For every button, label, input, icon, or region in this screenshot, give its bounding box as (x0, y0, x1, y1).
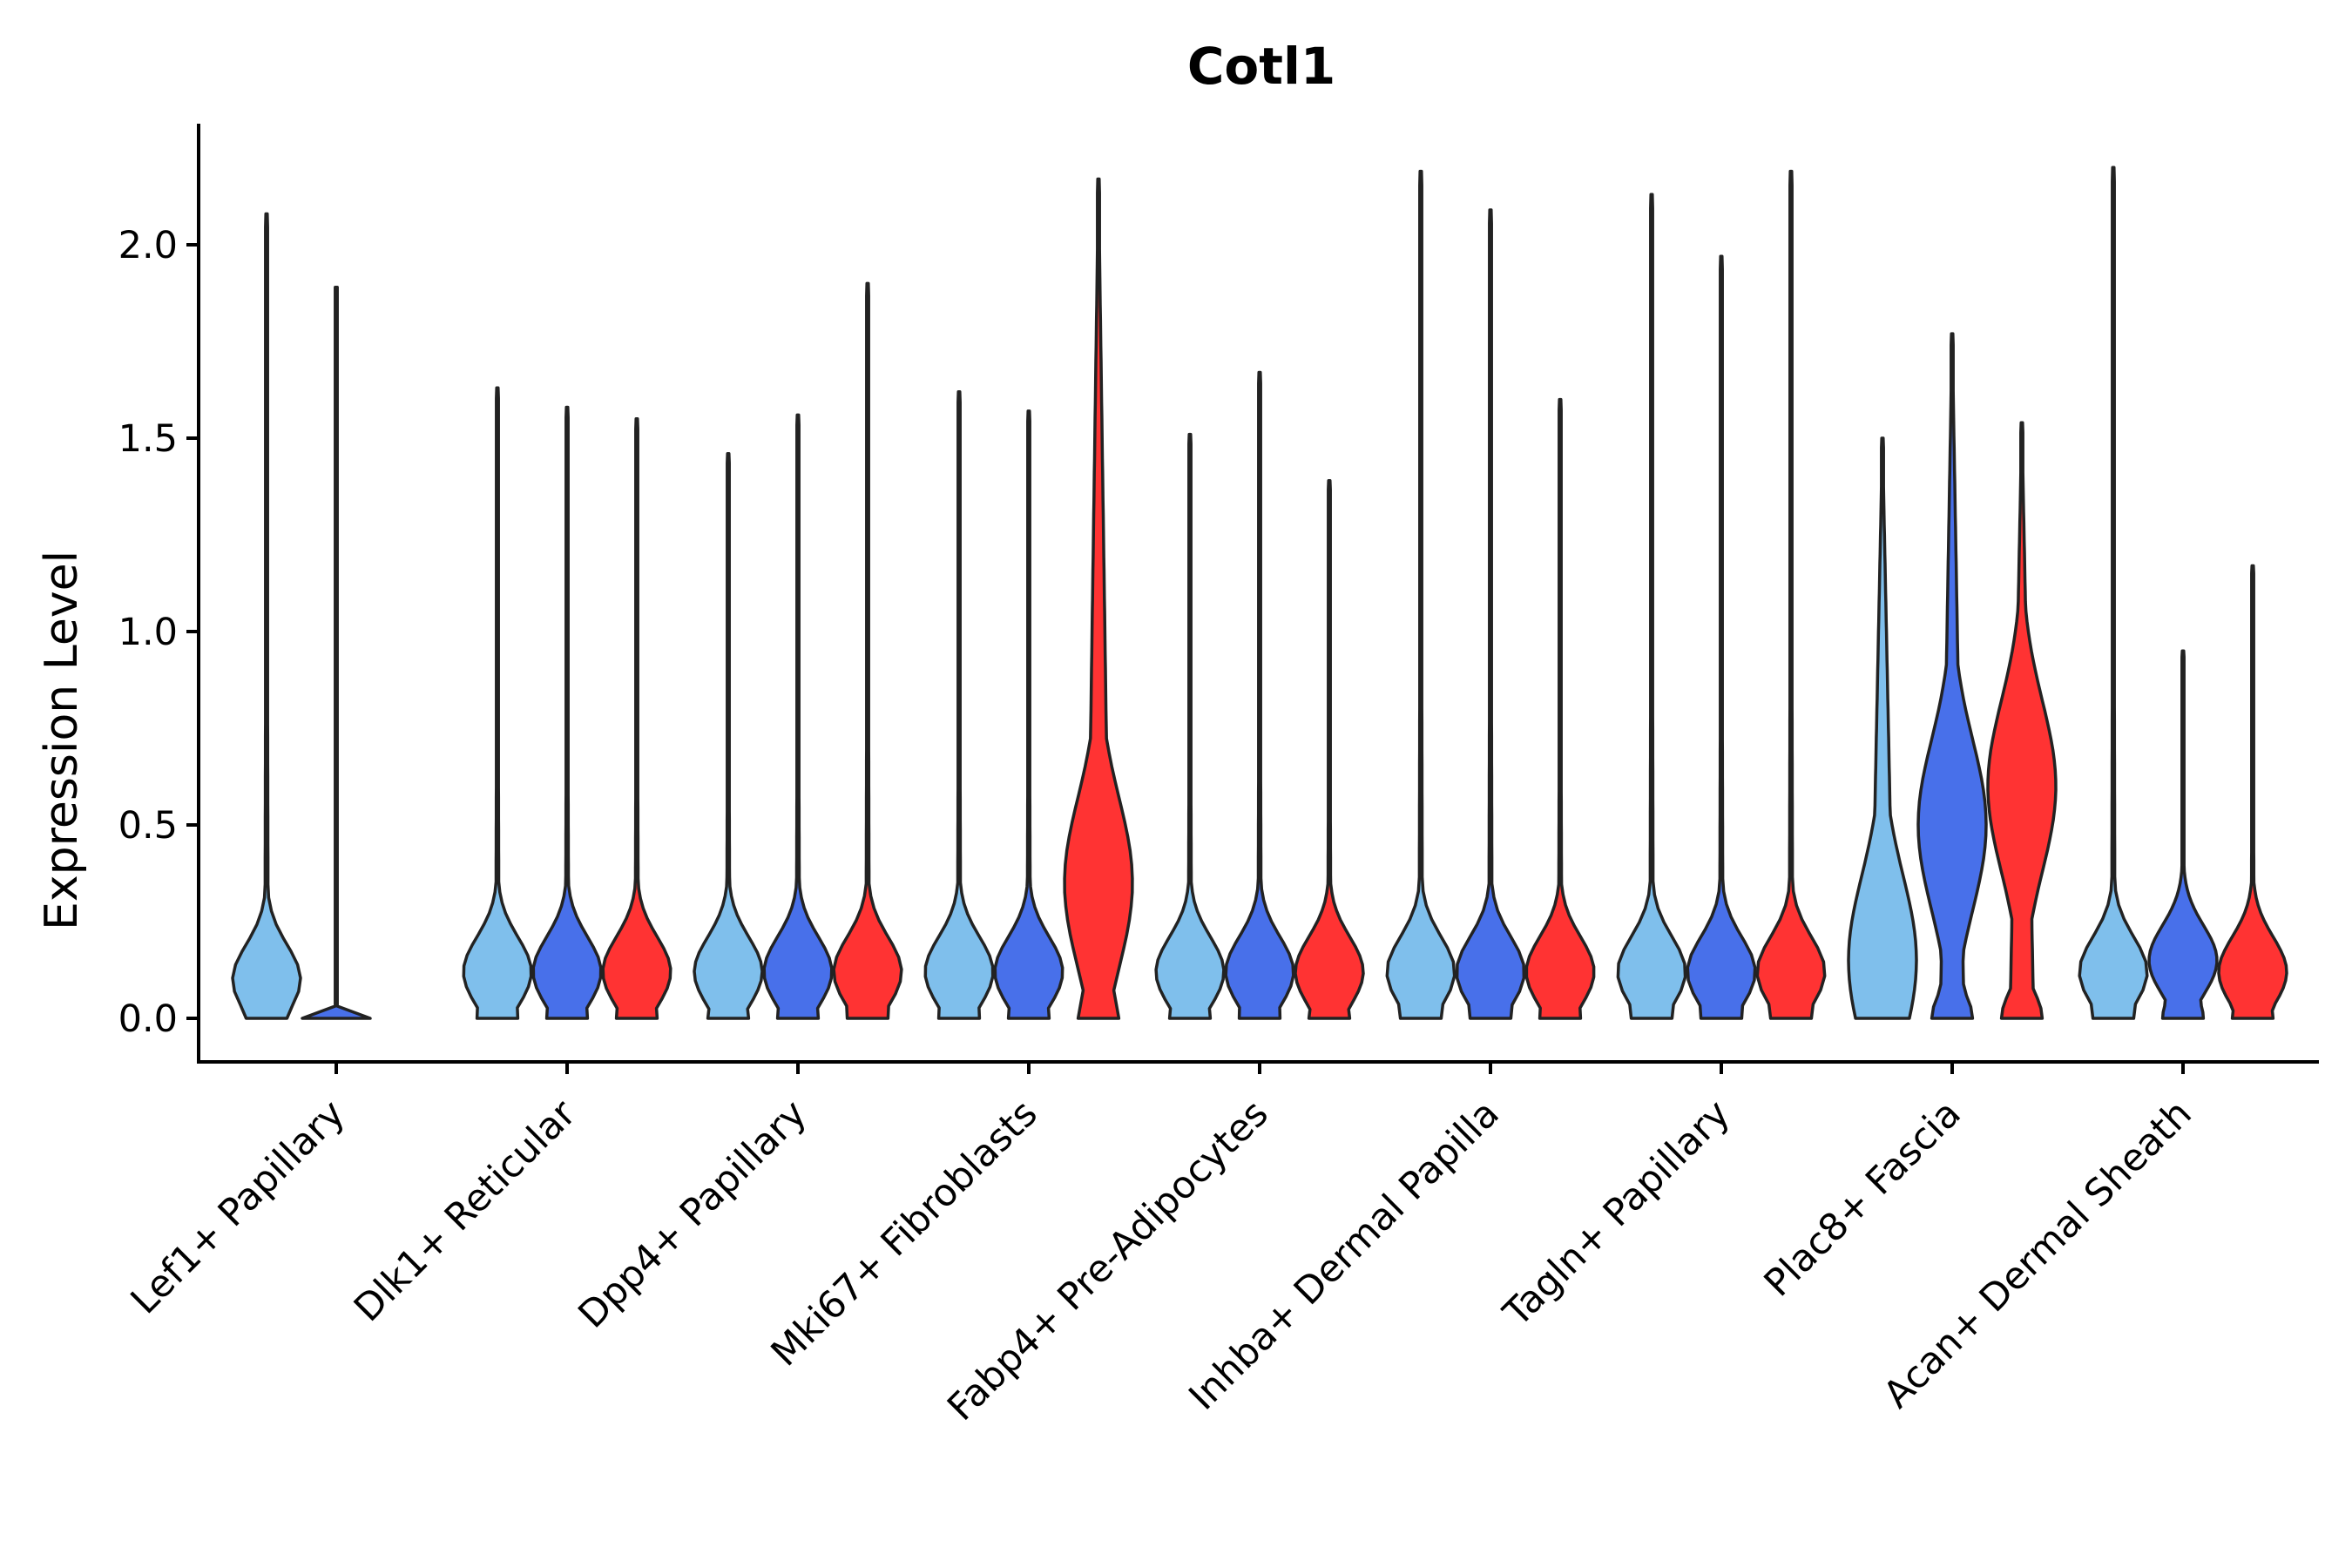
y-tick-label: 1.5 (118, 417, 178, 461)
violins (231, 166, 2288, 1020)
violin-shape (832, 281, 903, 1020)
violin-shape (1916, 332, 1988, 1020)
violin-shape (1847, 436, 1918, 1020)
violin-shape (2217, 564, 2288, 1020)
violin-shape (601, 417, 672, 1020)
category-label: Mki67+ Fibroblasts (763, 1092, 1046, 1375)
category-label: Lef1+ Papillary (123, 1092, 354, 1322)
y-tick-label: 0.5 (118, 804, 178, 848)
y-axis-label: Expression Level (36, 551, 88, 930)
violin-shape (1986, 421, 2058, 1020)
violin-shape (1385, 169, 1456, 1020)
violin-shape (231, 212, 302, 1020)
violin-shape (1616, 193, 1687, 1020)
violin-shape (1154, 432, 1226, 1020)
violin-shape (1686, 254, 1757, 1020)
chart-title: Cotl1 (1187, 37, 1335, 96)
y-tick-label: 2.0 (118, 224, 178, 267)
category-label: Tagln+ Papillary (1495, 1092, 1739, 1335)
violin-shape (2147, 649, 2219, 1020)
violin-shape (1224, 370, 1295, 1020)
violin-shape (2078, 166, 2149, 1020)
violin-shape (762, 413, 834, 1020)
violin-shape (1455, 208, 1526, 1020)
violin-shape (1063, 177, 1134, 1020)
violin-shape (1755, 169, 1827, 1020)
category-label: Plac8+ Fascia (1756, 1092, 1970, 1305)
violin-shape (993, 409, 1064, 1020)
category-label: Dlk1+ Reticular (346, 1092, 585, 1330)
violin-shape (693, 452, 764, 1020)
y-tick-label: 0.0 (118, 997, 178, 1041)
violin-shape (531, 405, 603, 1020)
y-tick-label: 1.0 (118, 611, 178, 654)
violin-shape (462, 386, 533, 1020)
y-ticks: 0.0 0.5 1.0 1.5 2.0 (118, 224, 199, 1041)
category-label: Dpp4+ Papillary (571, 1092, 815, 1336)
violin-shape (1524, 397, 1596, 1020)
violin-shape (1294, 479, 1365, 1020)
violin-shape (923, 389, 995, 1020)
violin-shape (301, 286, 372, 1020)
